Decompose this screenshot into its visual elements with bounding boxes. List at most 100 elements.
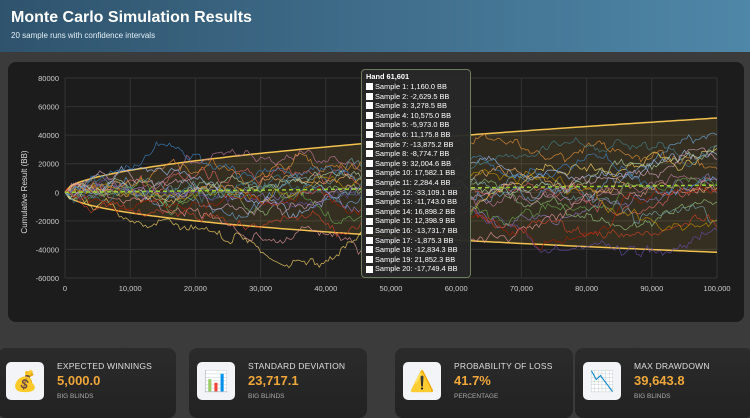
stat-label: PROBABILITY OF LOSS [454,361,553,371]
series-swatch [366,255,373,263]
stat-value: 41.7% [454,373,491,388]
tooltip-item: Sample 18: -12,834.3 BB [366,245,466,255]
tooltip-item-label: Sample 9: 32,004.6 BB [375,158,452,168]
tooltip-item-label: Sample 19: 21,852.3 BB [375,254,456,264]
stat-card-max-drawdown: 📉 MAX DRAWDOWN 39,643.8 BIG BLINDS [575,348,750,418]
stat-card-standard-deviation: 📊 STANDARD DEVIATION 23,717.1 BIG BLINDS [189,348,367,418]
stat-value: 39,643.8 [634,373,685,388]
page-subtitle: 20 sample runs with confidence intervals [11,31,156,40]
tooltip-item-label: Sample 1: 1,160.0 BB [375,82,447,91]
tooltip-title: Hand 61,601 [366,72,410,81]
y-tick-label: 80000 [38,74,59,83]
series-swatch [366,112,373,120]
chart-decreasing-icon: 📉 [583,362,621,400]
tooltip-item: Sample 11: 2,284.4 BB [366,178,466,188]
series-swatch [366,198,373,206]
tooltip-item: Sample 20: -17,749.4 BB [366,264,466,274]
tooltip-item: Sample 15: 12,398.9 BB [366,216,466,226]
stat-label: MAX DRAWDOWN [634,361,710,371]
tooltip-item-label: Sample 7: -13,875.2 BB [375,139,454,149]
tooltip-item-label: Sample 17: -1,875.3 BB [375,235,454,245]
x-tick-label: 10,000 [119,284,142,293]
page-header: Monte Carlo Simulation Results 20 sample… [0,0,750,52]
tooltip-item: Sample 7: -13,875.2 BB [366,140,466,150]
tooltip-item: Sample 5: -5,973.0 BB [366,120,466,130]
tooltip-item-label: Sample 18: -12,834.3 BB [375,245,458,255]
tooltip-item: Sample 9: 32,004.6 BB [366,159,466,169]
y-tick-label: 0 [55,188,59,197]
series-swatch [366,169,373,177]
tooltip-item-label: Sample 20: -17,749.4 BB [375,264,458,274]
x-tick-label: 30,000 [249,284,272,293]
x-tick-label: 70,000 [510,284,533,293]
stat-card-expected-winnings: 💰 EXPECTED WINNINGS 5,000.0 BIG BLINDS [0,348,176,418]
series-swatch [366,83,373,91]
tooltip-item: Sample 10: 17,582.1 BB [366,168,466,178]
tooltip-item-label: Sample 3: 3,278.5 BB [375,101,447,111]
y-tick-label: 40000 [38,131,59,140]
y-tick-label: -20000 [36,217,59,226]
tooltip-item-label: Sample 2: -2,629.5 BB [375,91,450,101]
tooltip-item: Sample 16: -13,731.7 BB [366,226,466,236]
series-swatch [366,208,373,216]
tooltip-item: Sample 17: -1,875.3 BB [366,236,466,246]
tooltip-item: Sample 6: 11,175.8 BB [366,130,466,140]
y-tick-label: -60000 [36,274,59,283]
expected-line [64,184,718,194]
tooltip-item-label: Sample 12: -33,109.1 BB [375,187,458,197]
x-tick-label: 40,000 [314,284,337,293]
tooltip-item-label: Sample 13: -11,743.0 BB [375,197,458,207]
series-swatch [366,188,373,196]
y-tick-label: -40000 [36,245,59,254]
series-swatch [366,121,373,129]
tooltip-item-label: Sample 4: 10,575.0 BB [375,110,452,120]
series-swatch [366,236,373,244]
stat-label: STANDARD DEVIATION [248,361,346,371]
tooltip-item-label: Sample 14: 16,898.2 BB [375,206,456,216]
tooltip-item-label: Sample 11: 2,284.4 BB [375,177,451,187]
warning-icon: ⚠️ [403,362,441,400]
tooltip-item: Sample 8: -8,774.7 BB [366,149,466,159]
series-swatch [366,265,373,273]
tooltip-item: Sample 1: 1,160.0 BB [366,82,466,92]
stat-label: EXPECTED WINNINGS [57,361,153,371]
y-axis-label: Cumulative Result (BB) [20,150,29,233]
x-tick-label: 50,000 [380,284,403,293]
stat-unit: BIG BLINDS [248,393,285,400]
x-tick-label: 0 [63,284,67,293]
x-tick-label: 100,000 [703,284,730,293]
y-tick-label: 20000 [38,160,59,169]
x-tick-label: 90,000 [640,284,663,293]
bar-chart-icon: 📊 [197,362,235,400]
x-tick-label: 20,000 [184,284,207,293]
tooltip-item-label: Sample 6: 11,175.8 BB [375,129,451,139]
page-title: Monte Carlo Simulation Results [11,9,252,26]
y-tick-label: 60000 [38,103,59,112]
series-swatch [366,217,373,225]
series-swatch [366,92,373,100]
tooltip-item-label: Sample 8: -8,774.7 BB [375,149,450,159]
series-swatch [366,246,373,254]
tooltip-item: Sample 3: 3,278.5 BB [366,101,466,111]
series-swatch [366,102,373,110]
x-tick-label: 60,000 [445,284,468,293]
stat-unit: PERCENTAGE [454,393,499,400]
stat-card-probability-of-loss: ⚠️ PROBABILITY OF LOSS 41.7% PERCENTAGE [395,348,573,418]
money-bag-icon: 💰 [6,362,44,400]
tooltip-item-label: Sample 16: -13,731.7 BB [375,225,458,235]
series-swatch [366,140,373,148]
tooltip-item: Sample 19: 21,852.3 BB [366,255,466,265]
stat-value: 5,000.0 [57,373,101,388]
x-tick-label: 80,000 [575,284,598,293]
tooltip-item-label: Sample 15: 12,398.9 BB [375,216,456,226]
series-swatch [366,160,373,168]
tooltip-item: Sample 12: -33,109.1 BB [366,188,466,198]
tooltip-item-label: Sample 10: 17,582.1 BB [375,168,456,178]
tooltip-item-label: Sample 5: -5,973.0 BB [375,120,450,130]
tooltip-item: Sample 4: 10,575.0 BB [366,111,466,121]
stat-unit: BIG BLINDS [634,393,671,400]
tooltip-item: Sample 14: 16,898.2 BB [366,207,466,217]
chart-tooltip: Hand 61,601 Sample 1: 1,160.0 BB Sample 2… [361,69,471,278]
tooltip-item: Sample 13: -11,743.0 BB [366,197,466,207]
series-swatch [366,150,373,158]
